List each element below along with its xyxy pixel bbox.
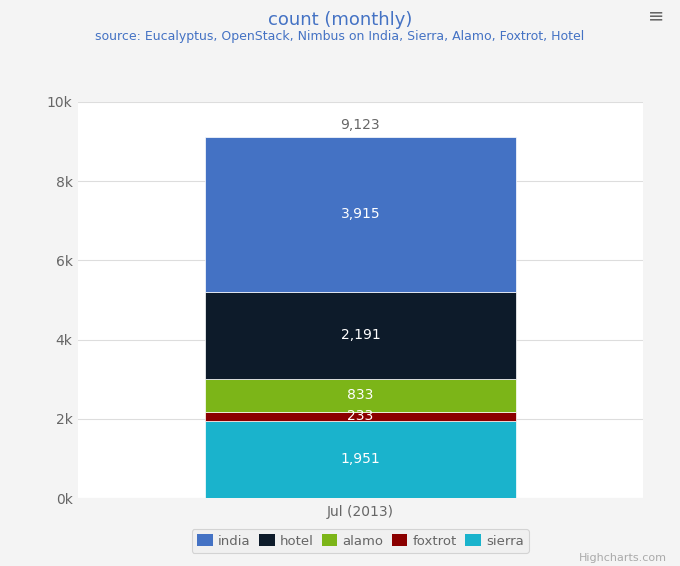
Text: 2,191: 2,191 — [341, 328, 380, 342]
Text: Highcharts.com: Highcharts.com — [579, 553, 666, 563]
Text: count (monthly): count (monthly) — [268, 11, 412, 29]
Text: 3,915: 3,915 — [341, 207, 380, 221]
Bar — [205, 379, 515, 411]
Text: 1,951: 1,951 — [341, 452, 380, 466]
Text: 9,123: 9,123 — [341, 118, 380, 132]
Bar — [205, 291, 515, 379]
Text: ≡: ≡ — [648, 6, 664, 25]
Bar — [205, 136, 515, 291]
Text: source: Eucalyptus, OpenStack, Nimbus on India, Sierra, Alamo, Foxtrot, Hotel: source: Eucalyptus, OpenStack, Nimbus on… — [95, 31, 585, 43]
Bar — [205, 421, 515, 498]
Legend: india, hotel, alamo, foxtrot, sierra: india, hotel, alamo, foxtrot, sierra — [192, 529, 529, 553]
Bar — [205, 411, 515, 421]
Text: 233: 233 — [347, 409, 373, 423]
Text: 833: 833 — [347, 388, 373, 402]
